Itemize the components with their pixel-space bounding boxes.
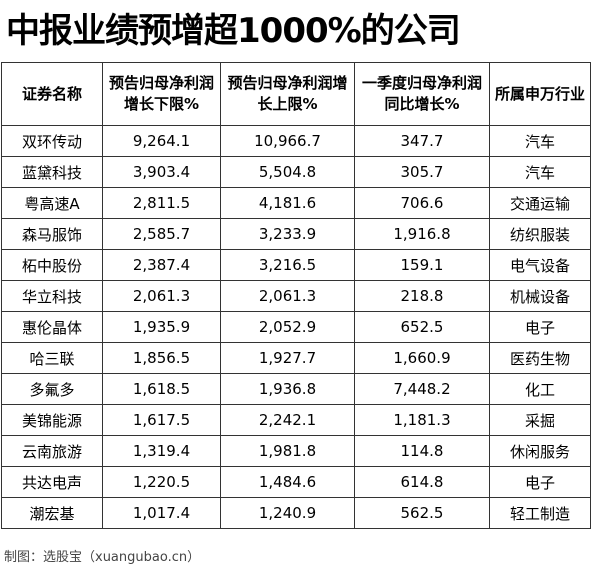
cell-industry: 电子 (489, 311, 591, 343)
earnings-table: 证券名称 预告归母净利润增长下限% 预告归母净利润增长上限% 一季度归母净利润同… (1, 62, 591, 529)
cell-security-name: 美锦能源 (1, 404, 103, 436)
cell-q1-growth: 347.7 (354, 125, 490, 157)
cell-security-name: 潮宏基 (1, 497, 103, 529)
cell-growth-lower: 1,319.4 (102, 435, 221, 467)
cell-growth-upper: 1,981.8 (220, 435, 355, 467)
table-header-row: 证券名称 预告归母净利润增长下限% 预告归母净利润增长上限% 一季度归母净利润同… (1, 62, 591, 126)
cell-growth-upper: 1,240.9 (220, 497, 355, 529)
table-row: 美锦能源 1,617.5 2,242.1 1,181.3 采掘 (1, 404, 591, 436)
cell-growth-upper: 4,181.6 (220, 187, 355, 219)
cell-growth-lower: 2,811.5 (102, 187, 221, 219)
table-row: 粤高速A 2,811.5 4,181.6 706.6 交通运输 (1, 187, 591, 219)
cell-growth-lower: 3,903.4 (102, 156, 221, 188)
table-row: 华立科技 2,061.3 2,061.3 218.8 机械设备 (1, 280, 591, 312)
cell-q1-growth: 114.8 (354, 435, 490, 467)
table-row: 惠伦晶体 1,935.9 2,052.9 652.5 电子 (1, 311, 591, 343)
header-growth-upper: 预告归母净利润增长上限% (220, 62, 355, 126)
cell-growth-lower: 1,220.5 (102, 466, 221, 498)
table-row: 柘中股份 2,387.4 3,216.5 159.1 电气设备 (1, 249, 591, 281)
cell-growth-lower: 2,585.7 (102, 218, 221, 250)
cell-q1-growth: 562.5 (354, 497, 490, 529)
cell-industry: 医药生物 (489, 342, 591, 374)
cell-growth-upper: 3,216.5 (220, 249, 355, 281)
cell-security-name: 森马服饰 (1, 218, 103, 250)
table-row: 共达电声 1,220.5 1,484.6 614.8 电子 (1, 466, 591, 498)
table-row: 蓝黛科技 3,903.4 5,504.8 305.7 汽车 (1, 156, 591, 188)
cell-security-name: 多氟多 (1, 373, 103, 405)
cell-growth-lower: 9,264.1 (102, 125, 221, 157)
cell-security-name: 粤高速A (1, 187, 103, 219)
cell-growth-lower: 2,387.4 (102, 249, 221, 281)
cell-security-name: 共达电声 (1, 466, 103, 498)
cell-industry: 交通运输 (489, 187, 591, 219)
cell-industry: 汽车 (489, 156, 591, 188)
cell-growth-lower: 1,017.4 (102, 497, 221, 529)
table-row: 哈三联 1,856.5 1,927.7 1,660.9 医药生物 (1, 342, 591, 374)
header-q1-growth: 一季度归母净利润同比增长% (354, 62, 490, 126)
cell-growth-upper: 10,966.7 (220, 125, 355, 157)
cell-security-name: 哈三联 (1, 342, 103, 374)
table-row: 云南旅游 1,319.4 1,981.8 114.8 休闲服务 (1, 435, 591, 467)
table-row: 潮宏基 1,017.4 1,240.9 562.5 轻工制造 (1, 497, 591, 529)
cell-industry: 轻工制造 (489, 497, 591, 529)
cell-growth-upper: 2,061.3 (220, 280, 355, 312)
cell-q1-growth: 652.5 (354, 311, 490, 343)
cell-growth-lower: 1,856.5 (102, 342, 221, 374)
table-body: 双环传动 9,264.1 10,966.7 347.7 汽车 蓝黛科技 3,903.4 5,5… (1, 125, 591, 529)
cell-growth-upper: 1,936.8 (220, 373, 355, 405)
cell-industry: 电气设备 (489, 249, 591, 281)
cell-industry: 化工 (489, 373, 591, 405)
cell-security-name: 双环传动 (1, 125, 103, 157)
table-row: 双环传动 9,264.1 10,966.7 347.7 汽车 (1, 125, 591, 157)
cell-security-name: 柘中股份 (1, 249, 103, 281)
cell-industry: 休闲服务 (489, 435, 591, 467)
cell-q1-growth: 159.1 (354, 249, 490, 281)
cell-q1-growth: 1,916.8 (354, 218, 490, 250)
table-row: 森马服饰 2,585.7 3,233.9 1,916.8 纺织服装 (1, 218, 591, 250)
cell-security-name: 蓝黛科技 (1, 156, 103, 188)
cell-growth-lower: 1,617.5 (102, 404, 221, 436)
page-title: 中报业绩预增超1000%的公司 (6, 11, 461, 51)
cell-growth-upper: 5,504.8 (220, 156, 355, 188)
cell-q1-growth: 706.6 (354, 187, 490, 219)
cell-security-name: 云南旅游 (1, 435, 103, 467)
cell-industry: 电子 (489, 466, 591, 498)
cell-q1-growth: 614.8 (354, 466, 490, 498)
cell-industry: 纺织服装 (489, 218, 591, 250)
cell-q1-growth: 7,448.2 (354, 373, 490, 405)
cell-security-name: 惠伦晶体 (1, 311, 103, 343)
cell-growth-upper: 2,242.1 (220, 404, 355, 436)
cell-q1-growth: 218.8 (354, 280, 490, 312)
cell-growth-lower: 1,935.9 (102, 311, 221, 343)
cell-q1-growth: 1,660.9 (354, 342, 490, 374)
header-growth-lower: 预告归母净利润增长下限% (102, 62, 221, 126)
header-industry: 所属申万行业 (489, 62, 591, 126)
table-row: 多氟多 1,618.5 1,936.8 7,448.2 化工 (1, 373, 591, 405)
cell-q1-growth: 1,181.3 (354, 404, 490, 436)
header-security-name: 证券名称 (1, 62, 103, 126)
cell-growth-upper: 3,233.9 (220, 218, 355, 250)
cell-growth-lower: 1,618.5 (102, 373, 221, 405)
cell-industry: 机械设备 (489, 280, 591, 312)
cell-security-name: 华立科技 (1, 280, 103, 312)
cell-q1-growth: 305.7 (354, 156, 490, 188)
footer-credit: 制图：选股宝（xuangubao.cn） (4, 550, 201, 565)
cell-industry: 汽车 (489, 125, 591, 157)
cell-growth-lower: 2,061.3 (102, 280, 221, 312)
cell-industry: 采掘 (489, 404, 591, 436)
cell-growth-upper: 1,484.6 (220, 466, 355, 498)
cell-growth-upper: 1,927.7 (220, 342, 355, 374)
cell-growth-upper: 2,052.9 (220, 311, 355, 343)
